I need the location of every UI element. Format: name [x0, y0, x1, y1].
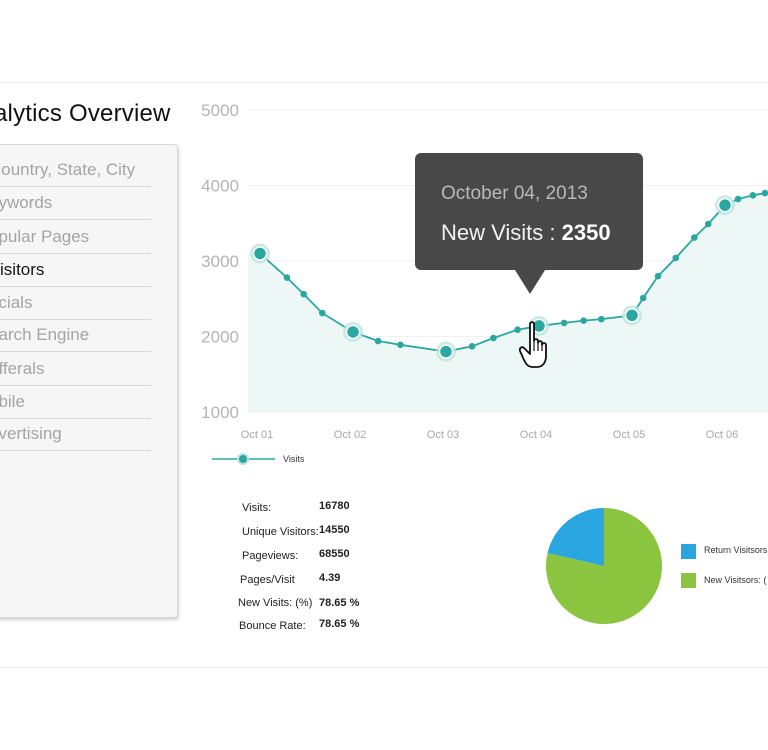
sidebar-item-keywords[interactable]: eywords: [0, 186, 151, 220]
sidebar-item-label: earch Engine: [0, 325, 90, 344]
data-point: [490, 334, 497, 342]
data-point: [761, 189, 768, 197]
stat-label-bounce-rate: Bounce Rate:: [239, 620, 306, 632]
sidebar-item-label: efferals: [0, 359, 45, 378]
stat-value-pageviews: 68550: [319, 548, 350, 560]
sidebar-item-label: opular Pages: [0, 227, 90, 246]
y-tick-label: 4000: [201, 177, 239, 196]
x-tick-label: Oct 04: [520, 429, 552, 441]
hand-pointer-icon: [519, 321, 547, 368]
stat-label-pageviews: Pageviews:: [242, 550, 299, 562]
pie-slice-return-visitors: [547, 507, 604, 566]
tooltip-date: October 04, 2013: [441, 183, 588, 204]
data-point-major: [345, 324, 361, 340]
sidebar-item-socials[interactable]: ocials: [0, 286, 151, 320]
sidebar-item-label: obile: [0, 392, 25, 411]
y-tick-label: 3000: [201, 252, 239, 271]
data-point: [397, 341, 404, 349]
y-tick-label: 5000: [201, 101, 239, 120]
sidebar-item-label: Visitors: [0, 260, 45, 279]
data-point-major: [717, 197, 733, 213]
stat-label-unique-visitors: Unique Visitors:: [242, 526, 319, 538]
pie-legend-label-new: New Visitsors: (: [704, 575, 767, 585]
sidebar-item-label: Country, State, City: [0, 160, 136, 179]
x-tick-label: Oct 06: [706, 429, 738, 441]
stat-value-pages-per-visit: 4.39: [319, 572, 341, 584]
stat-value-new-visits: 78.65 %: [319, 597, 360, 609]
chart-tooltip: October 04, 2013 New Visits : 2350: [415, 153, 643, 294]
x-tick-label: Oct 01: [241, 429, 273, 441]
stat-value-visits: 16780: [319, 500, 350, 512]
data-point: [319, 309, 326, 317]
data-point: [580, 317, 587, 324]
data-point: [283, 274, 291, 281]
sidebar: Country, State, City eywords opular Page…: [0, 144, 178, 618]
content-frame: [0, 82, 768, 668]
sidebar-item-label: eywords: [0, 193, 53, 212]
page-title: alytics Overview: [0, 100, 171, 127]
data-point: [300, 290, 308, 298]
pie-legend-swatch-return: [681, 544, 696, 559]
sidebar-item-label: ocials: [0, 293, 33, 312]
data-point: [598, 315, 605, 323]
data-point: [639, 294, 647, 302]
tooltip-metric: New Visits : 2350: [441, 220, 611, 246]
sidebar-item-referrals[interactable]: efferals: [0, 352, 151, 386]
stat-label-pages-per-visit: Pages/Visit: [240, 574, 295, 586]
data-point: [672, 254, 680, 262]
stat-label-new-visits: New Visits: (%): [238, 597, 313, 609]
sidebar-item-popular-pages[interactable]: opular Pages: [0, 220, 151, 254]
data-point: [374, 337, 382, 345]
data-point: [514, 326, 521, 334]
data-point: [468, 343, 476, 350]
x-tick-label: Oct 02: [334, 429, 366, 441]
tooltip-metric-value: 2350: [561, 220, 611, 245]
data-point: [654, 272, 662, 280]
sidebar-item-country-state-city[interactable]: Country, State, City: [0, 153, 151, 187]
data-point-major: [252, 246, 268, 261]
data-point: [560, 319, 568, 327]
line-legend-label: Visits: [283, 454, 305, 464]
pie-legend-label-return: Return Visitsors: [704, 545, 768, 555]
sidebar-item-mobile[interactable]: obile: [0, 385, 151, 419]
pie-legend-swatch-new: [681, 573, 696, 588]
stat-value-bounce-rate: 78.65 %: [319, 618, 360, 630]
data-point: [691, 234, 698, 241]
y-tick-label: 2000: [201, 328, 239, 347]
sidebar-item-visitors[interactable]: Visitors: [0, 253, 151, 287]
sidebar-item-advertising[interactable]: dvertising: [0, 417, 151, 451]
x-tick-label: Oct 03: [427, 429, 459, 441]
stat-label-visits: Visits:: [242, 502, 272, 514]
stat-value-unique-visitors: 14550: [319, 524, 350, 536]
x-tick-label: Oct 05: [613, 429, 645, 441]
sidebar-item-search-engine[interactable]: earch Engine: [0, 318, 151, 352]
y-tick-label: 1000: [201, 403, 239, 422]
tooltip-metric-label: New Visits :: [441, 220, 562, 245]
data-point: [704, 220, 712, 228]
legend-marker-visits: [239, 455, 247, 463]
data-point: [734, 195, 742, 203]
data-point-major: [624, 308, 640, 323]
sidebar-item-label: dvertising: [0, 424, 62, 443]
data-point-major: [438, 344, 454, 359]
data-point: [749, 192, 757, 199]
area-fill: [248, 193, 768, 412]
